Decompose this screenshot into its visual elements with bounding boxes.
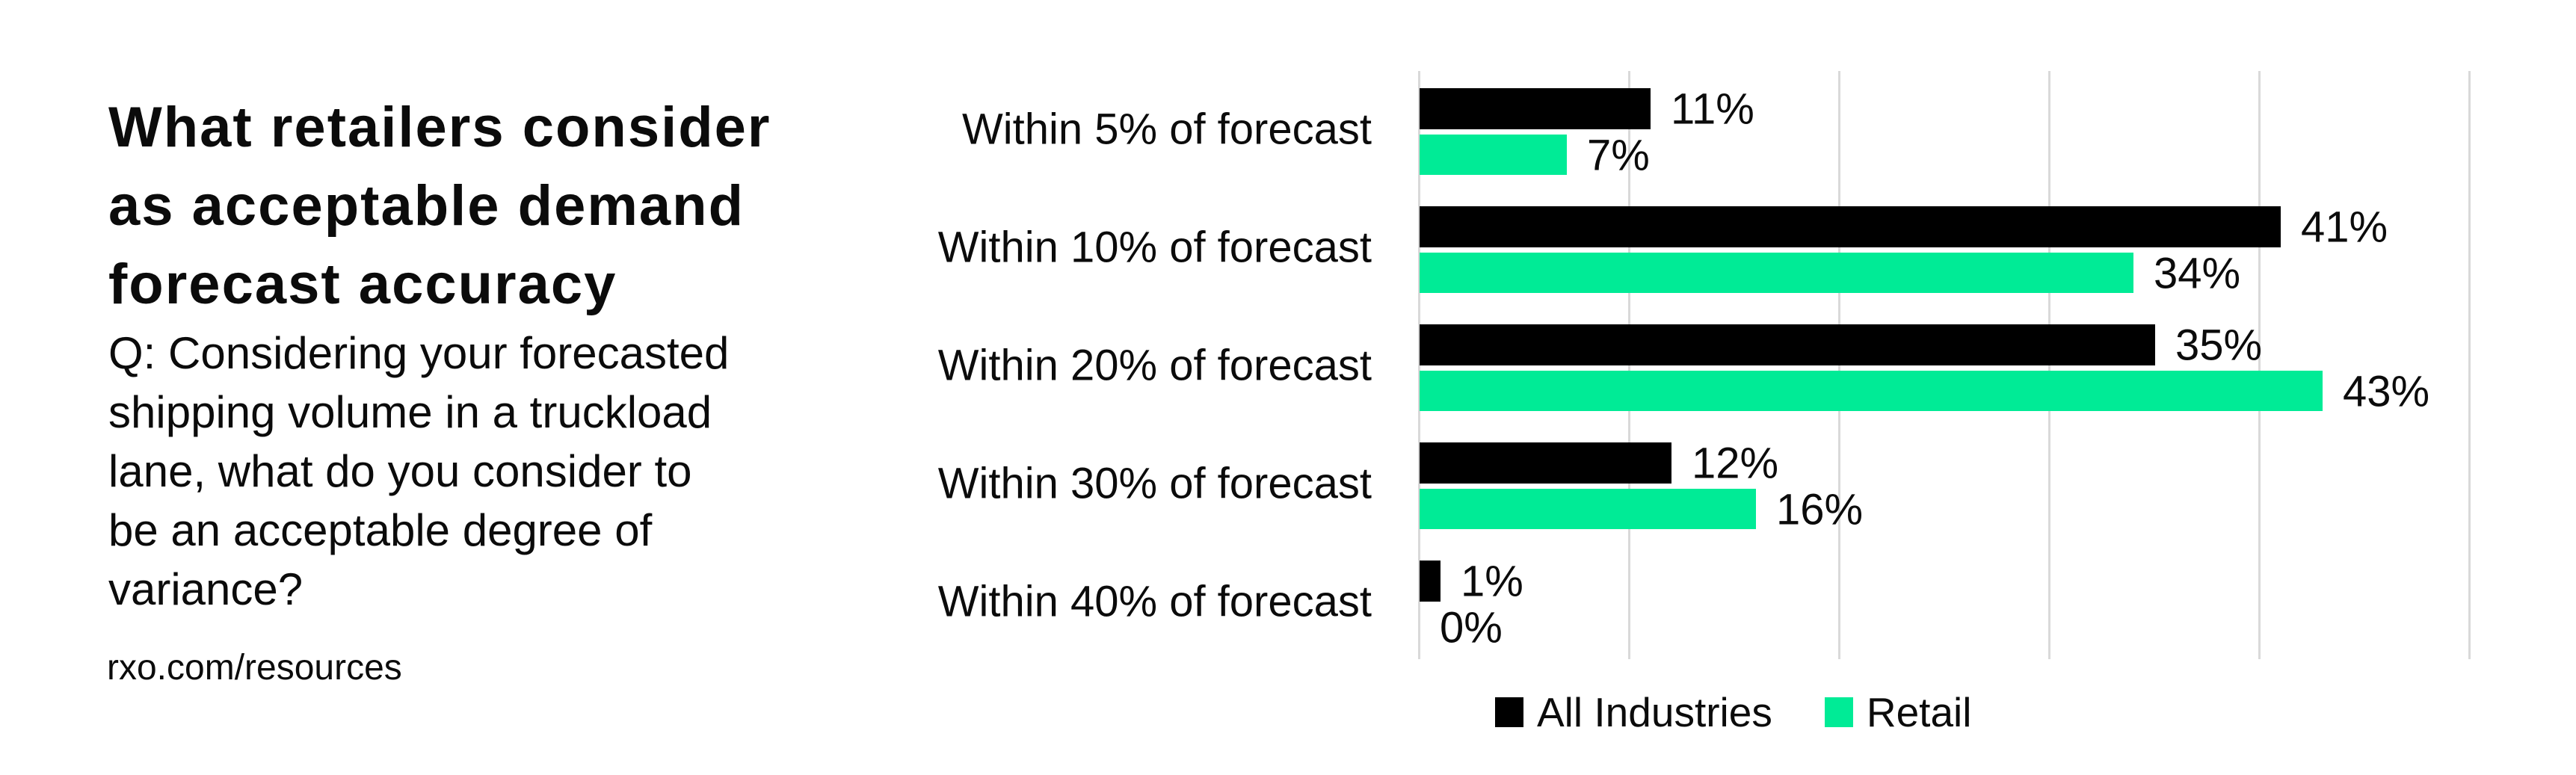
category-label: Within 20% of forecast xyxy=(937,341,1372,389)
legend-swatch-icon xyxy=(1824,697,1853,727)
bar-all-industries xyxy=(1420,88,1651,129)
question-line-4: be an acceptable degree of xyxy=(108,505,653,555)
legend: All Industries Retail xyxy=(1495,689,1971,735)
value-label: 34% xyxy=(2154,249,2241,297)
value-label: 1% xyxy=(1461,557,1523,605)
legend-label: All Industries xyxy=(1537,689,1772,735)
question-line-3: lane, what do you consider to xyxy=(108,446,692,496)
value-label: 0% xyxy=(1440,603,1503,652)
page-title: What retailers consider as acceptable de… xyxy=(108,88,990,324)
value-label: 35% xyxy=(2175,321,2263,369)
question-line-5: variance? xyxy=(108,564,303,614)
category-label: Within 40% of forecast xyxy=(937,577,1372,626)
title-line-2: as acceptable demand xyxy=(108,174,745,238)
bar-all-industries xyxy=(1420,206,2281,247)
value-label: 16% xyxy=(1776,485,1864,534)
legend-item-all-industries: All Industries xyxy=(1495,688,1772,736)
bar-all-industries xyxy=(1420,561,1440,602)
category-label: Within 10% of forecast xyxy=(937,223,1372,271)
category-label: Within 5% of forecast xyxy=(962,105,1372,153)
bar-retail xyxy=(1420,489,1756,529)
legend-item-retail: Retail xyxy=(1824,688,1972,736)
title-line-3: forecast accuracy xyxy=(108,253,617,316)
category-label: Within 30% of forecast xyxy=(937,459,1372,507)
value-label: 43% xyxy=(2343,367,2430,416)
value-label: 11% xyxy=(1671,84,1754,133)
title-line-1: What retailers consider xyxy=(108,96,771,159)
bar-retail xyxy=(1420,371,2323,411)
question-line-1: Q: Considering your forecasted xyxy=(108,328,730,378)
bar-retail xyxy=(1420,253,2133,293)
question-line-2: shipping volume in a truckload xyxy=(108,387,712,437)
value-label: 12% xyxy=(1692,439,1779,487)
gridline-40 xyxy=(2258,71,2261,659)
legend-label: Retail xyxy=(1866,689,1972,735)
bar-all-industries xyxy=(1420,442,1671,484)
value-label: 41% xyxy=(2301,203,2388,251)
source-url: rxo.com/resources xyxy=(107,648,402,688)
bar-retail xyxy=(1420,135,1567,175)
value-label: 7% xyxy=(1587,131,1650,179)
gridline-0 xyxy=(1417,71,1420,659)
legend-swatch-icon xyxy=(1495,697,1523,727)
bar-all-industries xyxy=(1420,324,2155,365)
gridline-50 xyxy=(2468,71,2471,659)
survey-question: Q: Considering your forecasted shipping … xyxy=(108,324,990,619)
